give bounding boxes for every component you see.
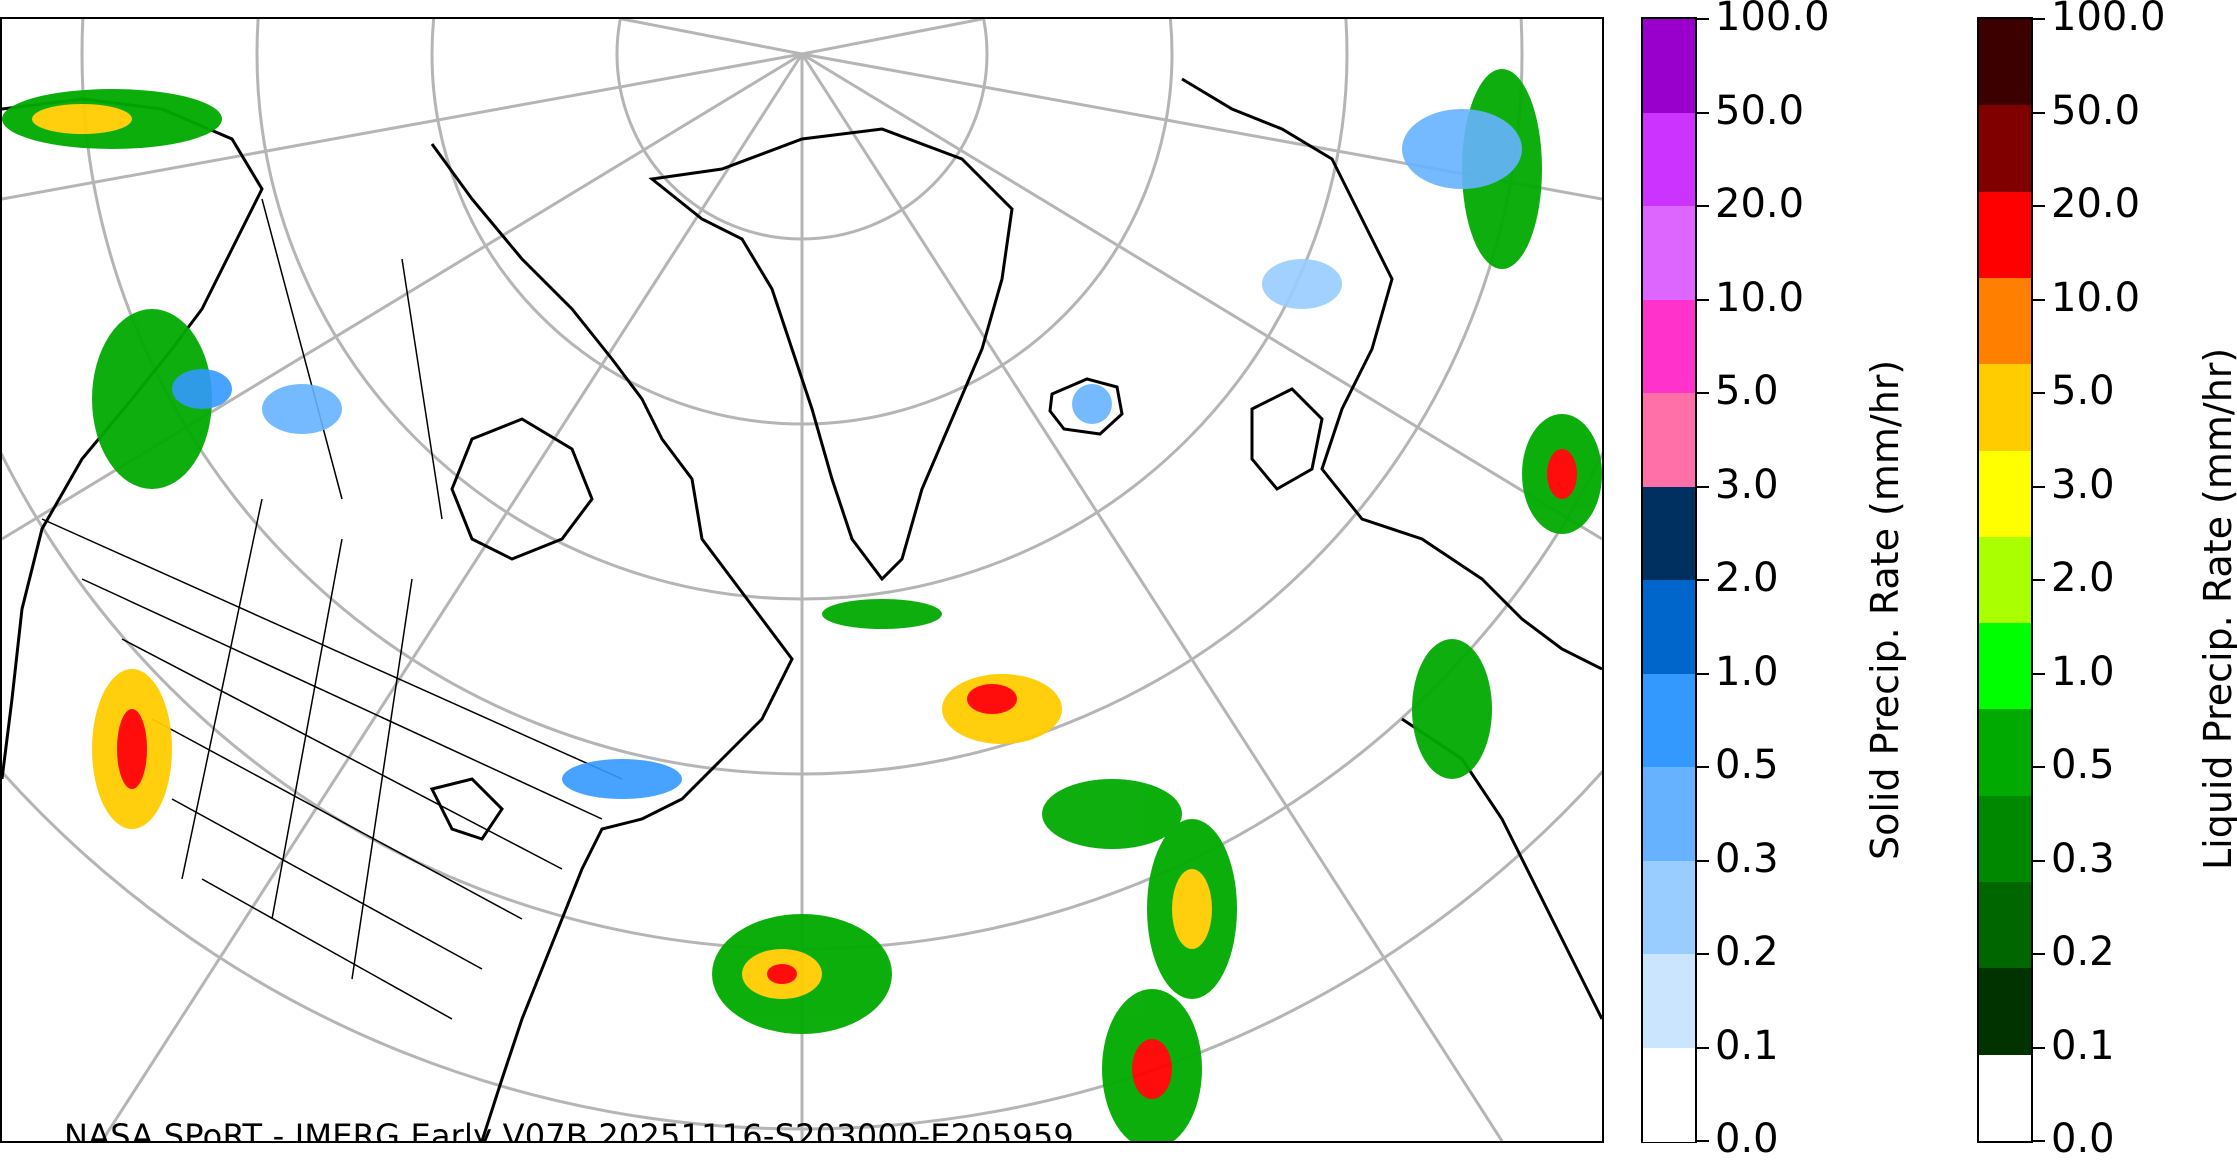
liquid-tick-label: 2.0 (2051, 555, 2115, 601)
liquid-tick-mark (2033, 672, 2045, 675)
solid-colorbar-segment (1643, 206, 1695, 300)
solid-colorbar-segment (1643, 673, 1695, 768)
solid-colorbar-segment (1643, 19, 1695, 113)
political-borders (41, 198, 623, 1020)
liquid-tick-label: 5.0 (2051, 368, 2115, 414)
iceland-coast (1048, 377, 1124, 436)
north-america-coast (430, 143, 794, 1141)
solid-tick-label: 100.0 (1715, 0, 1830, 40)
solid-colorbar-segment (1643, 860, 1695, 955)
solid-tick-label: 0.1 (1715, 1022, 1779, 1069)
liquid-tick-label: 3.0 (2051, 461, 2115, 508)
solid-tick-label: 0.3 (1715, 835, 1779, 882)
greenland-coast (648, 127, 1014, 582)
solid-precip-label: Solid Precip. Rate (mm/hr) (1863, 359, 1907, 860)
solid-colorbar-segment (1643, 299, 1695, 394)
solid-colorbar-segment (1643, 954, 1695, 1048)
liquid-tick-mark (2033, 1140, 2045, 1142)
great-lakes (429, 777, 504, 841)
data-source-credit: NASA SPoRT - IMERG Early V07B 20251116-S… (64, 1117, 1074, 1143)
solid-colorbar-segment (1643, 1047, 1695, 1142)
solid-tick-label: 0.0 (1715, 1116, 1779, 1162)
solid-tick-label: 2.0 (1715, 555, 1779, 601)
solid-colorbar-segment (1643, 580, 1695, 674)
liquid-colorbar-segment (1979, 19, 2031, 106)
liquid-tick-label: 10.0 (2051, 274, 2141, 321)
solid-colorbar-segment (1643, 486, 1695, 581)
liquid-colorbar-segment (1979, 882, 2031, 969)
liquid-precip-label: Liquid Precip. Rate (mm/hr) (2196, 347, 2237, 870)
solid-tick-label: 50.0 (1715, 87, 1805, 134)
solid-tick-mark (1697, 298, 1709, 301)
solid-tick-label: 5.0 (1715, 368, 1779, 414)
liquid-tick-mark (2033, 298, 2045, 301)
solid-tick-label: 3.0 (1715, 461, 1779, 508)
liquid-tick-mark (2033, 859, 2045, 862)
solid-precip-colorbar (1641, 17, 1697, 1143)
liquid-tick-mark (2033, 392, 2045, 394)
solid-tick-label: 0.5 (1715, 742, 1779, 788)
liquid-tick-mark (2033, 205, 2045, 207)
liquid-tick-mark (2033, 18, 2045, 20)
solid-tick-mark (1697, 1046, 1709, 1049)
solid-tick-mark (1697, 672, 1709, 675)
liquid-colorbar-segment (1979, 795, 2031, 883)
solid-tick-mark (1697, 766, 1709, 768)
solid-colorbar-segment (1643, 393, 1695, 487)
liquid-tick-mark (2033, 579, 2045, 581)
liquid-tick-label: 0.2 (2051, 929, 2115, 975)
solid-tick-label: 20.0 (1715, 181, 1805, 227)
liquid-colorbar-segment (1979, 191, 2031, 279)
solid-tick-mark (1697, 205, 1709, 207)
liquid-colorbar-segment (1979, 105, 2031, 193)
liquid-precipitation (2, 69, 1602, 1141)
solid-precipitation (172, 109, 1522, 799)
liquid-precip-colorbar (1977, 17, 2033, 1143)
liquid-colorbar-segment (1979, 709, 2031, 797)
solid-tick-mark (1697, 111, 1709, 114)
solid-tick-label: 10.0 (1715, 274, 1805, 321)
hudson-bay-coast (450, 417, 594, 561)
liquid-tick-label: 50.0 (2051, 87, 2141, 134)
liquid-colorbar-segment (1979, 1054, 2031, 1142)
solid-tick-mark (1697, 579, 1709, 581)
precipitation-map: NASA SPoRT - IMERG Early V07B 20251116-S… (0, 17, 1604, 1143)
liquid-tick-mark (2033, 953, 2045, 955)
liquid-colorbar-segment (1979, 450, 2031, 538)
liquid-colorbar-segment (1979, 536, 2031, 624)
liquid-tick-mark (2033, 1046, 2045, 1049)
liquid-tick-mark (2033, 485, 2045, 488)
solid-tick-label: 1.0 (1715, 648, 1779, 695)
solid-colorbar-segment (1643, 767, 1695, 861)
europe-coast (1181, 77, 1602, 671)
liquid-tick-label: 0.1 (2051, 1022, 2115, 1069)
solid-tick-mark (1697, 1140, 1709, 1142)
liquid-tick-label: 0.3 (2051, 835, 2115, 882)
liquid-tick-label: 0.5 (2051, 742, 2115, 788)
solid-tick-mark (1697, 392, 1709, 394)
liquid-colorbar-segment (1979, 364, 2031, 452)
solid-tick-mark (1697, 18, 1709, 20)
liquid-tick-mark (2033, 766, 2045, 768)
liquid-tick-mark (2033, 111, 2045, 114)
british-isles (1250, 387, 1324, 491)
liquid-tick-label: 100.0 (2051, 0, 2166, 40)
map-canvas (2, 19, 1602, 1141)
solid-tick-label: 0.2 (1715, 929, 1779, 975)
liquid-colorbar-segment (1979, 623, 2031, 710)
solid-tick-mark (1697, 485, 1709, 488)
liquid-colorbar-segment (1979, 277, 2031, 365)
liquid-tick-label: 1.0 (2051, 648, 2115, 695)
liquid-tick-label: 20.0 (2051, 181, 2141, 227)
solid-tick-mark (1697, 859, 1709, 862)
liquid-tick-label: 0.0 (2051, 1116, 2115, 1162)
solid-tick-mark (1697, 953, 1709, 955)
liquid-colorbar-segment (1979, 968, 2031, 1056)
solid-colorbar-segment (1643, 112, 1695, 207)
